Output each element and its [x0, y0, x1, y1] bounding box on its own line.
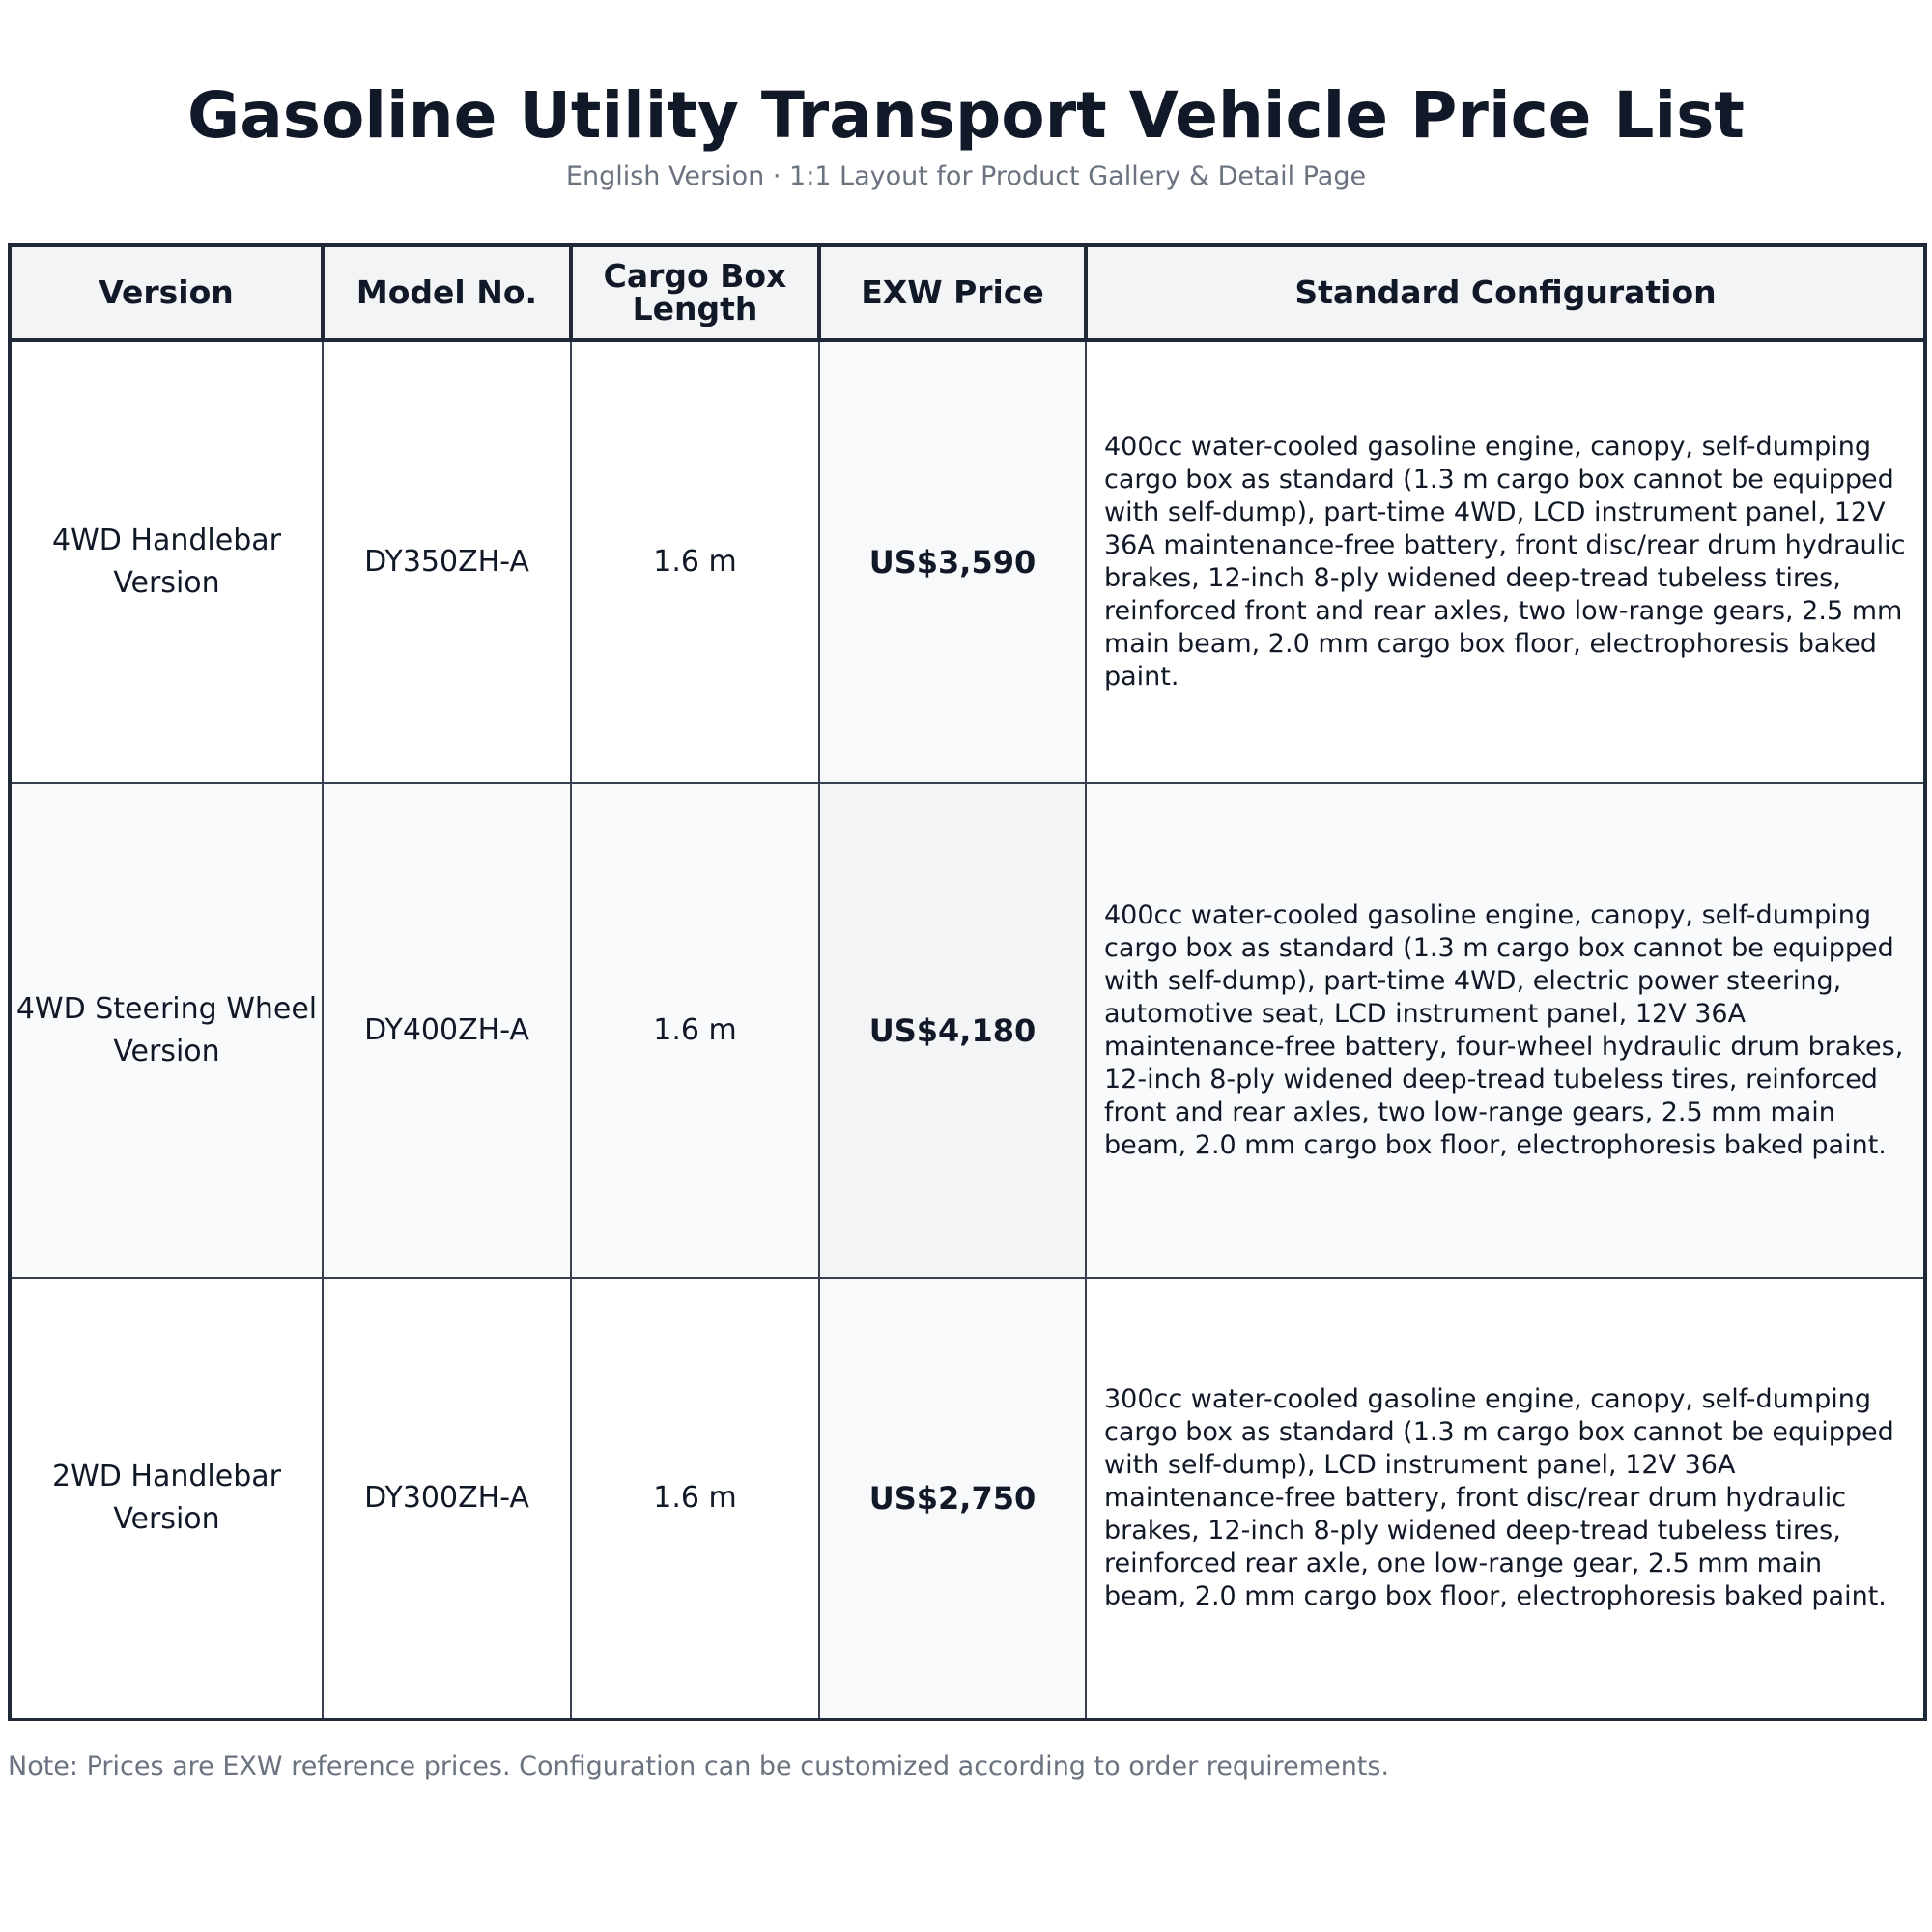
- cell-model: DY400ZH-A: [322, 782, 572, 1279]
- table-row: 2WD Handlebar Version DY300ZH-A 1.6 m US…: [9, 1277, 1926, 1720]
- page-subtitle: English Version · 1:1 Layout for Product…: [565, 161, 1367, 191]
- cell-price: US$2,750: [818, 1277, 1087, 1720]
- cell-configuration: 300cc water-cooled gasoline engine, cano…: [1085, 1277, 1926, 1720]
- header-row: Version Model No. Cargo Box Length EXW P…: [9, 244, 1926, 342]
- cell-model: DY350ZH-A: [322, 339, 572, 784]
- footer-note: Note: Prices are EXW reference prices. C…: [8, 1751, 1390, 1781]
- table-header: Version Model No. Cargo Box Length EXW P…: [9, 244, 1926, 342]
- cell-model: DY300ZH-A: [322, 1277, 572, 1720]
- page-title: Gasoline Utility Transport Vehicle Price…: [187, 78, 1745, 153]
- cell-cargo-length: 1.6 m: [570, 1277, 820, 1720]
- column-header-model: Model No.: [322, 244, 573, 342]
- cell-price: US$4,180: [818, 782, 1087, 1279]
- cell-version: 4WD Steering Wheel Version: [9, 782, 324, 1279]
- cell-configuration: 400cc water-cooled gasoline engine, cano…: [1085, 782, 1926, 1279]
- cell-cargo-length: 1.6 m: [570, 782, 820, 1279]
- cell-configuration: 400cc water-cooled gasoline engine, cano…: [1085, 339, 1926, 784]
- cell-version: 2WD Handlebar Version: [9, 1277, 324, 1720]
- price-list-table: Version Model No. Cargo Box Length EXW P…: [8, 243, 1927, 1721]
- cell-price: US$3,590: [818, 339, 1087, 784]
- column-header-exw-price: EXW Price: [818, 244, 1088, 342]
- table-row: 4WD Steering Wheel Version DY400ZH-A 1.6…: [9, 782, 1926, 1279]
- cell-version: 4WD Handlebar Version: [9, 339, 324, 784]
- column-header-standard-configuration: Standard Configuration: [1085, 244, 1926, 342]
- table-row: 4WD Handlebar Version DY350ZH-A 1.6 m US…: [9, 339, 1926, 784]
- column-header-cargo-box-length: Cargo Box Length: [570, 244, 821, 342]
- column-header-version: Version: [9, 244, 325, 342]
- table-body: 4WD Handlebar Version DY350ZH-A 1.6 m US…: [9, 339, 1926, 1720]
- cell-cargo-length: 1.6 m: [570, 339, 820, 784]
